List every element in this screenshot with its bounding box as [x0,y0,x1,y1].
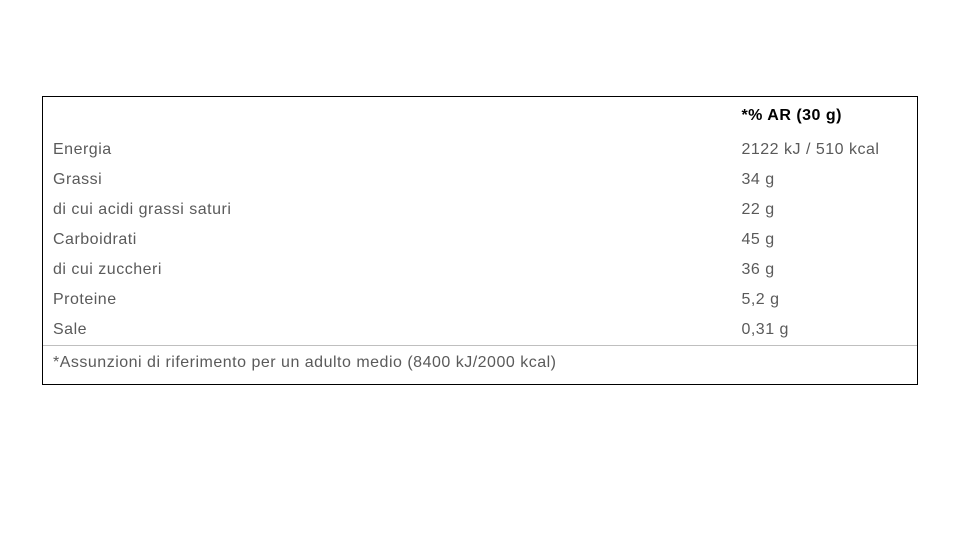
row-label: Sale [43,315,733,346]
row-value: 36 g [733,255,917,285]
nutrition-table-container: *% AR (30 g) Energia 2122 kJ / 510 kcal … [42,96,918,385]
row-value: 22 g [733,195,917,225]
table-row: Proteine 5,2 g [43,285,917,315]
row-label: Energia [43,135,733,165]
row-value: 45 g [733,225,917,255]
row-value: 34 g [733,165,917,195]
row-label: Proteine [43,285,733,315]
nutrition-table: *% AR (30 g) Energia 2122 kJ / 510 kcal … [43,97,917,384]
table-row: di cui acidi grassi saturi 22 g [43,195,917,225]
footnote-text: *Assunzioni di riferimento per un adulto… [43,346,917,385]
table-header-row: *% AR (30 g) [43,97,917,135]
row-value: 0,31 g [733,315,917,346]
row-label: Grassi [43,165,733,195]
row-label: Carboidrati [43,225,733,255]
table-row: Grassi 34 g [43,165,917,195]
table-row: Sale 0,31 g [43,315,917,346]
header-label-col [43,97,733,135]
row-value: 5,2 g [733,285,917,315]
table-row: Carboidrati 45 g [43,225,917,255]
table-row: di cui zuccheri 36 g [43,255,917,285]
row-label: di cui zuccheri [43,255,733,285]
row-label: di cui acidi grassi saturi [43,195,733,225]
header-value-col: *% AR (30 g) [733,97,917,135]
table-row: Energia 2122 kJ / 510 kcal [43,135,917,165]
row-value: 2122 kJ / 510 kcal [733,135,917,165]
table-footnote-row: *Assunzioni di riferimento per un adulto… [43,346,917,385]
